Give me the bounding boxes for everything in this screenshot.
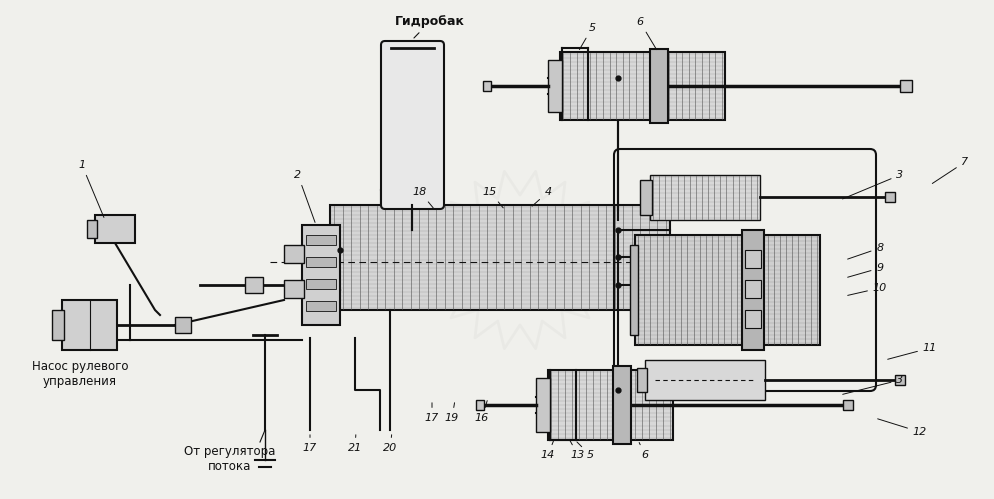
Text: 8: 8 bbox=[847, 243, 883, 259]
Text: 3: 3 bbox=[842, 170, 903, 199]
Bar bbox=[306, 257, 336, 267]
Bar bbox=[629, 245, 637, 335]
Bar bbox=[548, 370, 672, 440]
Text: 11: 11 bbox=[887, 343, 936, 359]
Text: От регулятора
потока: От регулятора потока bbox=[184, 445, 275, 473]
Bar bbox=[52, 310, 64, 340]
Text: 10: 10 bbox=[847, 283, 887, 295]
Bar bbox=[745, 280, 760, 298]
Bar bbox=[634, 235, 819, 345]
Bar bbox=[245, 277, 262, 293]
Bar bbox=[306, 279, 336, 289]
Text: 13: 13 bbox=[569, 440, 584, 460]
Bar bbox=[330, 205, 669, 310]
Bar bbox=[548, 60, 562, 112]
Text: 18: 18 bbox=[413, 187, 432, 208]
Bar bbox=[62, 300, 117, 350]
Bar bbox=[283, 245, 304, 263]
Bar bbox=[644, 360, 764, 400]
Text: 4: 4 bbox=[532, 187, 551, 206]
Text: 3: 3 bbox=[842, 375, 903, 394]
Text: 14: 14 bbox=[541, 440, 555, 460]
Text: 20: 20 bbox=[383, 435, 397, 453]
Text: 6: 6 bbox=[638, 443, 648, 460]
Text: 5: 5 bbox=[579, 23, 595, 49]
Bar bbox=[306, 301, 336, 311]
Text: Гидробак: Гидробак bbox=[395, 15, 464, 38]
Bar bbox=[302, 225, 340, 325]
Text: 5: 5 bbox=[577, 442, 593, 460]
Bar bbox=[482, 81, 490, 91]
Bar bbox=[900, 80, 911, 92]
Bar bbox=[612, 366, 630, 444]
Bar bbox=[536, 378, 550, 432]
Bar bbox=[842, 400, 852, 410]
Bar bbox=[306, 235, 336, 245]
Bar bbox=[94, 215, 135, 243]
Text: 16: 16 bbox=[474, 401, 489, 423]
Bar bbox=[86, 220, 96, 238]
Text: 12: 12 bbox=[877, 419, 926, 437]
FancyBboxPatch shape bbox=[381, 41, 443, 209]
Text: 7: 7 bbox=[931, 157, 967, 184]
Bar bbox=[639, 180, 651, 215]
Bar bbox=[894, 375, 905, 385]
Text: 1: 1 bbox=[79, 160, 103, 218]
Text: 15: 15 bbox=[482, 187, 503, 208]
Bar bbox=[475, 400, 483, 410]
Text: Насос рулевого
управления: Насос рулевого управления bbox=[32, 360, 128, 388]
Bar bbox=[560, 52, 725, 120]
Text: 19: 19 bbox=[444, 403, 458, 423]
Bar bbox=[745, 310, 760, 328]
Text: 6: 6 bbox=[636, 17, 656, 49]
Bar bbox=[745, 250, 760, 268]
Text: 17: 17 bbox=[424, 403, 438, 423]
Bar bbox=[283, 280, 304, 298]
Bar bbox=[636, 368, 646, 392]
Text: 21: 21 bbox=[348, 435, 362, 453]
Text: 17: 17 bbox=[302, 435, 317, 453]
Text: 2: 2 bbox=[294, 170, 315, 223]
Bar bbox=[742, 230, 763, 350]
Bar bbox=[649, 49, 667, 123]
Text: 9: 9 bbox=[847, 263, 883, 277]
Bar bbox=[884, 192, 894, 202]
Bar bbox=[175, 317, 191, 333]
Bar bbox=[649, 175, 759, 220]
